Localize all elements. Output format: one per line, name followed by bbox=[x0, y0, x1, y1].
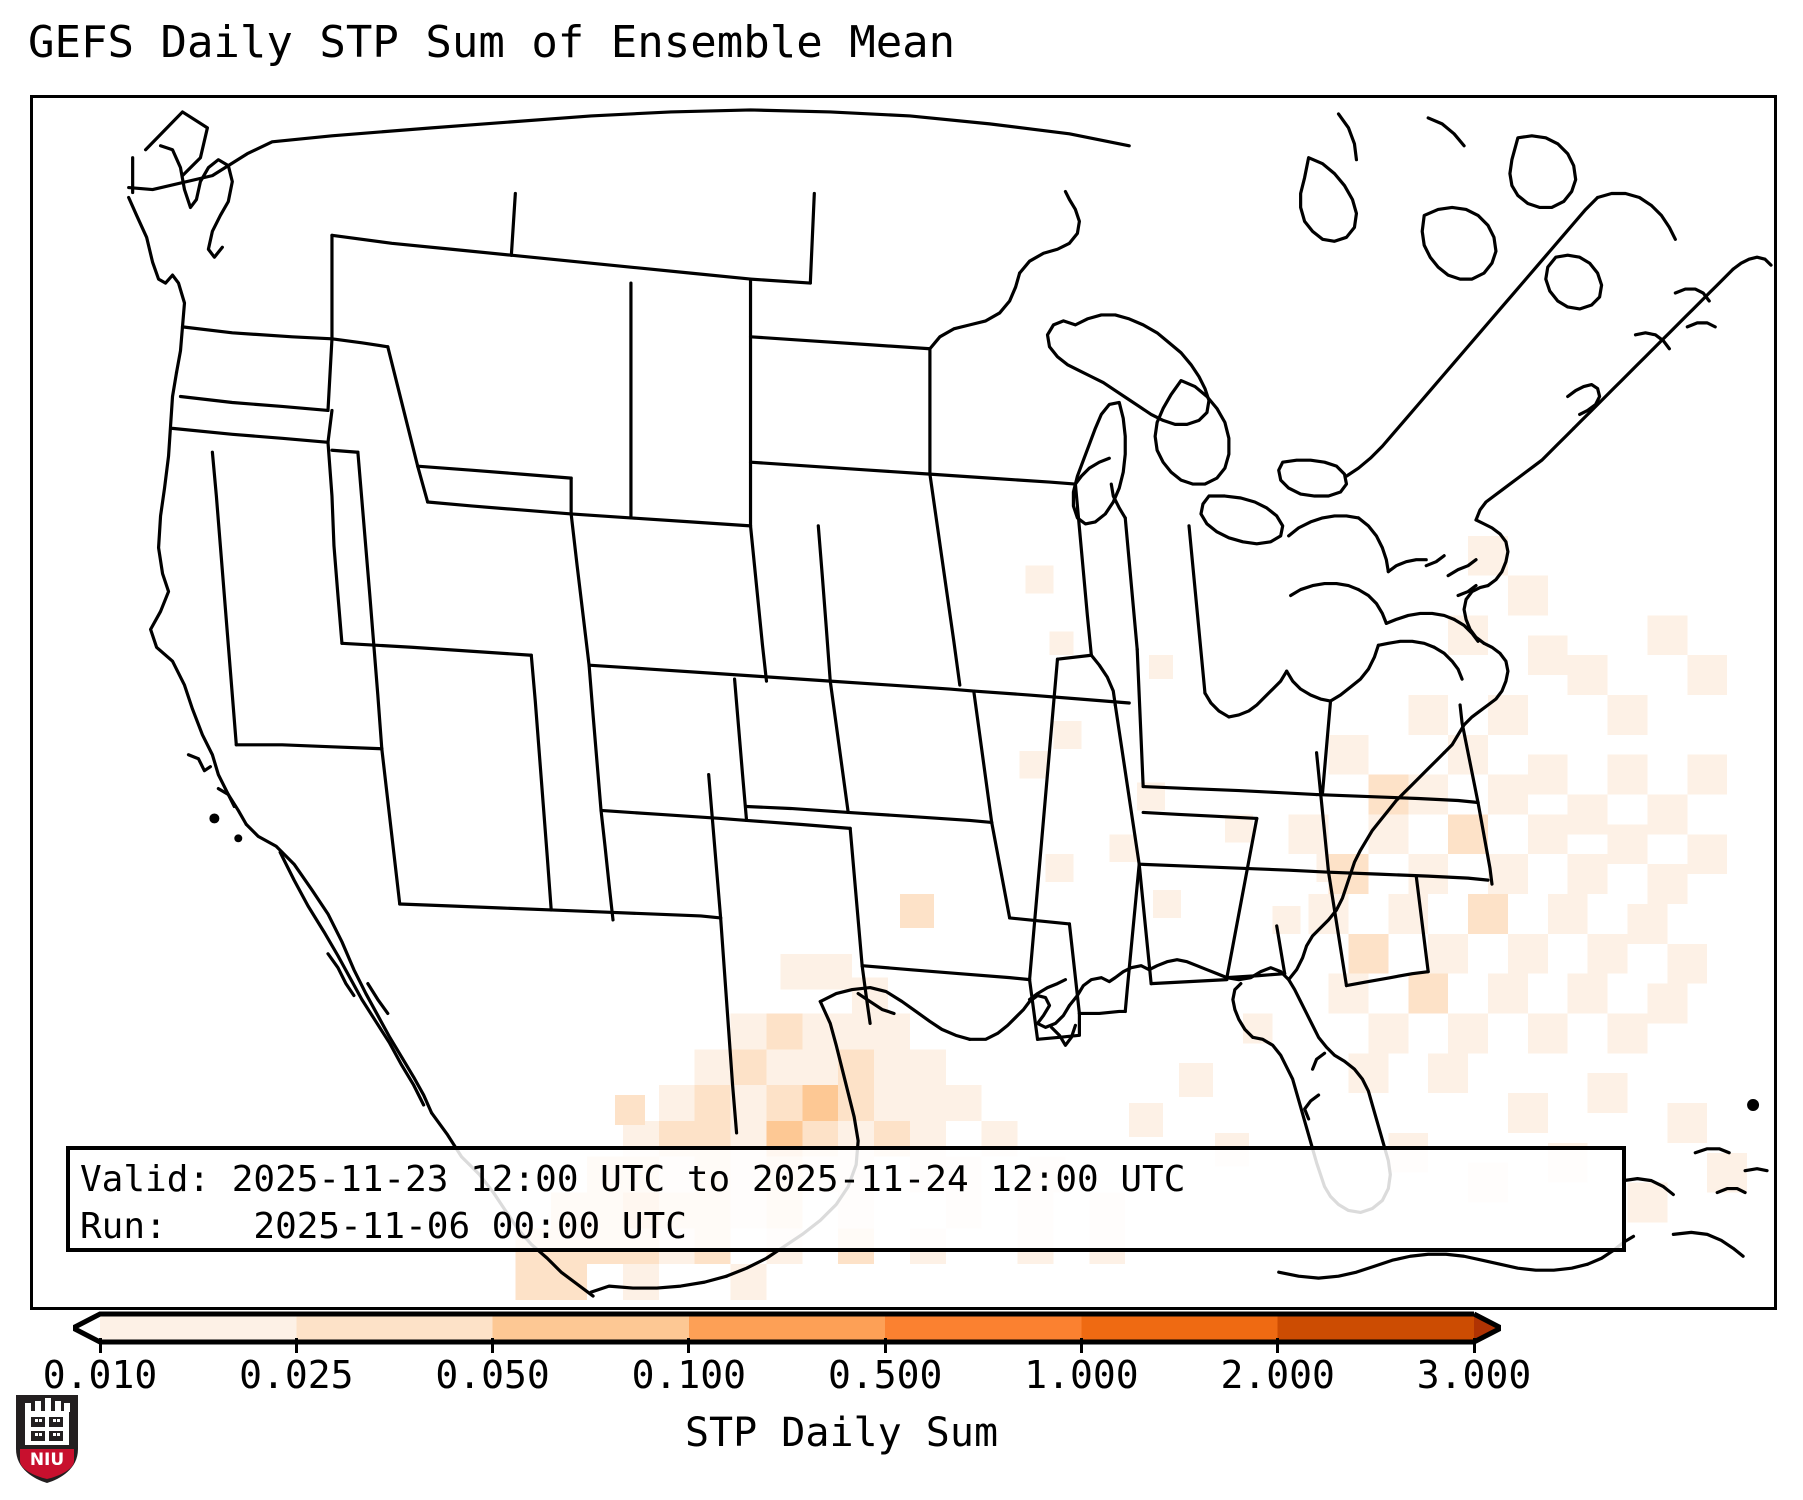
colorbar-tick-3 bbox=[687, 1338, 691, 1353]
colorbar-tick-label-6: 2.000 bbox=[1220, 1353, 1335, 1397]
colorbar-segment-5 bbox=[1081, 1314, 1279, 1342]
colorbar-segment-6 bbox=[1277, 1314, 1475, 1342]
niu-logo-text: NIU bbox=[30, 1450, 64, 1470]
valid-time-line: Valid: 2025-11-23 12:00 UTC to 2025-11-2… bbox=[80, 1159, 1186, 1200]
run-time-line: Run: 2025-11-06 00:00 UTC bbox=[80, 1206, 687, 1247]
colorbar-tick-7 bbox=[1472, 1338, 1476, 1353]
niu-logo: NIU bbox=[16, 1395, 78, 1483]
colorbar-tick-label-3: 0.100 bbox=[631, 1353, 747, 1397]
colorbar-tick-1 bbox=[294, 1338, 298, 1353]
colorbar-tick-label-2: 0.050 bbox=[435, 1353, 550, 1397]
colorbar-tick-2 bbox=[491, 1338, 495, 1353]
colorbar-segment-1 bbox=[296, 1314, 494, 1342]
colorbar-tick-label-4: 0.500 bbox=[827, 1353, 943, 1397]
colorbar-gradient bbox=[73, 1311, 1501, 1345]
colorbar-segment-2 bbox=[492, 1314, 690, 1342]
colorbar-tick-4 bbox=[883, 1338, 887, 1353]
colorbar-tick-label-1: 0.025 bbox=[239, 1353, 354, 1397]
page-title: GEFS Daily STP Sum of Ensemble Mean bbox=[28, 17, 956, 68]
colorbar-under-arrow bbox=[73, 1314, 100, 1342]
colorbar-tick-6 bbox=[1276, 1338, 1280, 1353]
colorbar-tick-5 bbox=[1079, 1338, 1083, 1353]
colorbar-tick-label-5: 1.000 bbox=[1024, 1353, 1139, 1397]
colorbar-segment-0 bbox=[100, 1314, 297, 1342]
colorbar-over-arrow bbox=[1474, 1314, 1501, 1342]
colorbar-tick-label-7: 3.000 bbox=[1416, 1353, 1532, 1397]
colorbar-segment-4 bbox=[885, 1314, 1083, 1342]
colorbar-segment-3 bbox=[688, 1314, 886, 1342]
colorbar-tick-0 bbox=[98, 1338, 102, 1353]
colorbar-ticks bbox=[73, 1338, 1501, 1354]
colorbar-axis-label: STP Daily Sum bbox=[684, 1410, 999, 1456]
colorbar[interactable] bbox=[73, 1309, 1501, 1347]
info-annotation-box: Valid: 2025-11-23 12:00 UTC to 2025-11-2… bbox=[66, 1146, 1626, 1252]
colorbar-tick-label-0: 0.010 bbox=[42, 1353, 158, 1397]
map-plot-area[interactable] bbox=[30, 95, 1777, 1310]
colorbar-tick-labels: 0.010 0.025 0.050 0.100 0.500 1.000 2.000 3.000 bbox=[0, 1352, 1803, 1402]
map-geography-layer bbox=[127, 108, 1773, 1298]
